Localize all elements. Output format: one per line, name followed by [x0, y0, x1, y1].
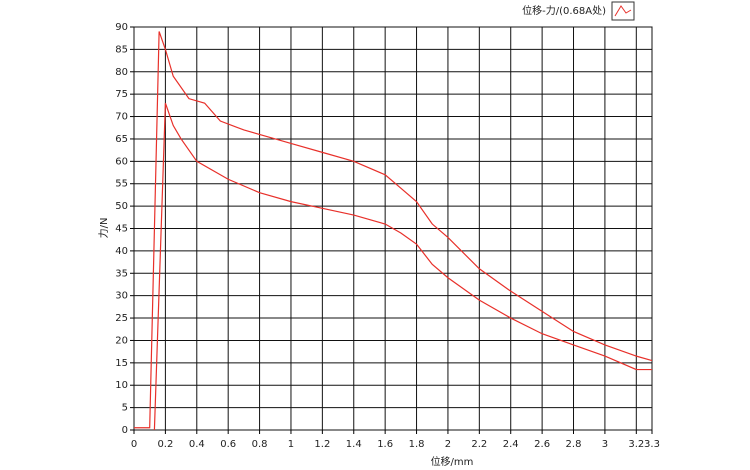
x-tick-label: 1.6: [377, 439, 393, 450]
x-tick-label: 3.3: [644, 439, 660, 450]
y-tick-label: 80: [115, 67, 128, 78]
y-tick-label: 75: [115, 89, 128, 100]
x-tick-label: 1.2: [314, 439, 330, 450]
y-tick-label: 60: [115, 156, 128, 167]
data-line: [153, 102, 652, 431]
x-tick-label: 1.4: [346, 439, 362, 450]
y-tick-label: 85: [115, 44, 128, 55]
y-tick-label: 55: [115, 179, 128, 190]
x-tick-label: 2: [445, 439, 451, 450]
y-tick-label: 45: [115, 224, 128, 235]
legend-swatch: [614, 5, 632, 17]
x-tick-label: 0.2: [157, 439, 173, 450]
y-tick-label: 25: [115, 313, 128, 324]
y-tick-label: 35: [115, 268, 128, 279]
y-tick-label: 5: [122, 403, 128, 414]
x-tick-label: 2.4: [503, 439, 519, 450]
x-tick-label: 3: [602, 439, 608, 450]
y-tick-label: 90: [115, 22, 128, 33]
x-tick-label: 1.8: [409, 439, 425, 450]
y-tick-label: 0: [122, 425, 128, 436]
x-tick-label: 0.6: [220, 439, 236, 450]
y-tick-label: 70: [115, 112, 128, 123]
x-tick-label: 2.2: [471, 439, 487, 450]
legend-box: [611, 1, 635, 21]
x-tick-label: 2.8: [566, 439, 582, 450]
x-axis-label: 位移/mm: [431, 455, 474, 468]
x-tick-label: 1: [288, 439, 294, 450]
y-tick-label: 20: [115, 335, 128, 346]
data-line: [134, 31, 653, 429]
y-tick-label: 50: [115, 201, 128, 212]
legend-label: 位移-力/(0.68A处): [522, 4, 606, 17]
x-tick-label: 0.4: [189, 439, 205, 450]
x-tick-label: 0.8: [252, 439, 268, 450]
x-tick-label: 3.2: [628, 439, 644, 450]
y-tick-label: 40: [115, 246, 128, 257]
x-tick-label: 0: [131, 439, 137, 450]
y-tick-label: 10: [115, 380, 128, 391]
y-axis-label: 力/N: [97, 218, 110, 239]
y-tick-label: 15: [115, 358, 128, 369]
x-tick-label: 2.6: [534, 439, 550, 450]
y-tick-label: 65: [115, 134, 128, 145]
y-tick-label: 30: [115, 291, 128, 302]
